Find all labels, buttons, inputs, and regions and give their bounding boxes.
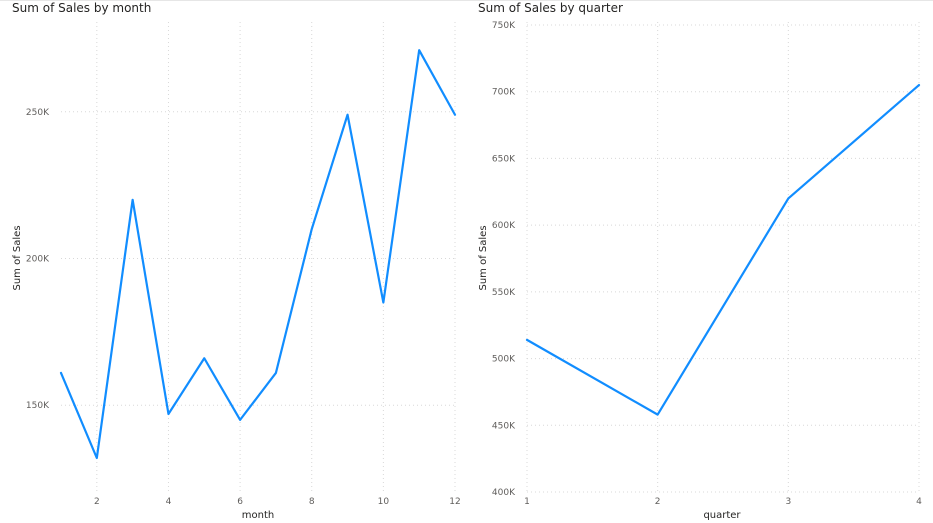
y-tick-label: 700K [492, 88, 516, 98]
x-tick-label: 10 [378, 497, 390, 507]
y-axis-title: Sum of Sales [12, 225, 23, 290]
y-tick-label: 400K [492, 488, 516, 498]
x-tick-label: 4 [166, 497, 172, 507]
x-tick-label: 2 [94, 497, 100, 507]
y-tick-label: 650K [492, 154, 516, 164]
y-tick-label: 750K [492, 21, 516, 31]
y-tick-label: 550K [492, 288, 516, 298]
series-line[interactable] [525, 83, 921, 416]
x-tick-label: 4 [916, 497, 922, 507]
y-tick-label: 200K [26, 254, 50, 264]
x-axis-title: quarter [703, 510, 741, 521]
y-tick-label: 250K [26, 108, 50, 118]
y-tick-label: 150K [26, 401, 50, 411]
x-tick-label: 8 [309, 497, 315, 507]
x-tick-label: 3 [785, 497, 791, 507]
x-tick-label: 1 [524, 497, 530, 507]
x-tick-label: 2 [655, 497, 661, 507]
chart-title-month: Sum of Sales by month [12, 1, 152, 15]
y-tick-label: 600K [492, 221, 516, 231]
chart-title-quarter: Sum of Sales by quarter [478, 1, 623, 15]
y-tick-label: 500K [492, 355, 516, 365]
x-tick-label: 12 [449, 497, 460, 507]
y-tick-label: 450K [492, 421, 516, 431]
y-axis-title: Sum of Sales [478, 225, 489, 290]
x-axis-title: month [242, 510, 274, 521]
line-chart-sales-by-month[interactable]: 150K 200K 250K 2 4 6 8 10 12 month Sum of Sales [0, 0, 466, 523]
line-chart-sales-by-quarter[interactable]: 400K 450K 500K 550K 600K 650K 700K 750K 1 2 3 4 quar… [466, 0, 933, 523]
x-tick-label: 6 [237, 497, 243, 507]
top-divider [0, 0, 933, 1]
series-line[interactable] [59, 49, 457, 460]
